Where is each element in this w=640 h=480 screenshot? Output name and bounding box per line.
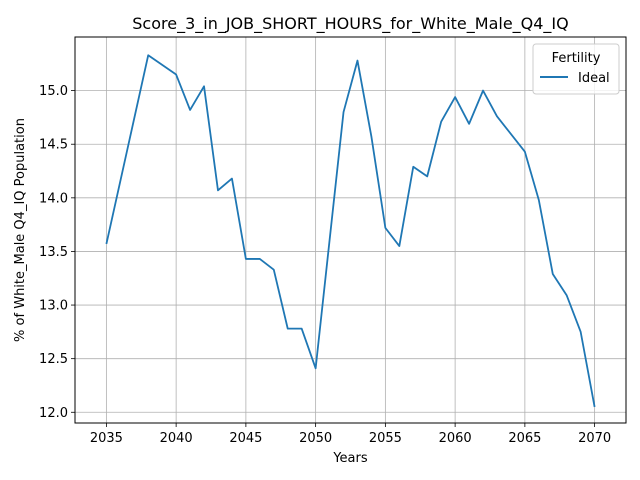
y-axis: 12.0 12.5 13.0 13.5 14.0 14.5 15.0 (39, 84, 75, 421)
y-tick-label: 14.0 (39, 191, 68, 206)
legend-box (532, 43, 620, 95)
y-tick-label: 15.0 (39, 84, 68, 99)
legend-entry-label: Ideal (578, 71, 610, 86)
y-tick-label: 13.5 (39, 245, 68, 260)
x-axis: 2035 2040 2045 2050 2055 2060 2065 2070 (90, 423, 611, 446)
y-tick-label: 12.0 (39, 406, 68, 421)
x-tick-label: 2045 (229, 431, 262, 446)
chart-title: Score_3_in_JOB_SHORT_HOURS_for_White_Mal… (132, 14, 569, 34)
x-tick-label: 2070 (578, 431, 611, 446)
y-tick-label: 13.0 (39, 299, 68, 314)
series-line-ideal (105, 54, 596, 408)
legend-title: Fertility (552, 51, 601, 66)
series-layer (105, 54, 596, 408)
x-tick-label: 2040 (160, 431, 193, 446)
y-tick-label: 12.5 (39, 352, 68, 367)
legend: Fertility Ideal (532, 43, 620, 95)
x-tick-label: 2060 (439, 431, 472, 446)
x-tick-label: 2065 (508, 431, 541, 446)
y-axis-label: % of White_Male Q4_IQ Population (13, 118, 28, 342)
grid-lines (75, 37, 626, 423)
x-tick-label: 2050 (299, 431, 332, 446)
x-axis-label: Years (332, 451, 368, 466)
x-tick-label: 2035 (90, 431, 123, 446)
y-tick-label: 14.5 (39, 138, 68, 153)
plot-frame (74, 36, 627, 424)
x-tick-label: 2055 (369, 431, 402, 446)
